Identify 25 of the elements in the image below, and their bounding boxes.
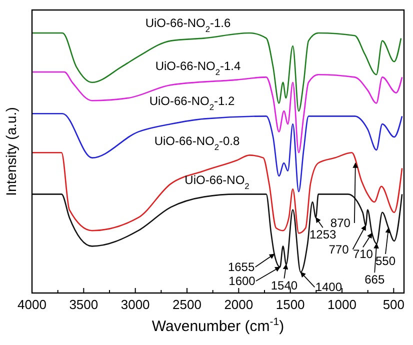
x-tick-label: 1000 (328, 297, 356, 312)
annotation: 550 (375, 254, 396, 268)
x-axis-title: Wavenumber (cm$^{-1}$) (152, 316, 284, 335)
x-tick-label: 3000 (120, 297, 150, 312)
annotation: 770 (328, 242, 350, 256)
annotation: 870 (330, 216, 351, 230)
series-label: UiO-66-NO$_{2}$-1.2 (149, 94, 236, 112)
annotation: 1600 (228, 274, 256, 288)
series-label: UiO-66-NO$_{2}$-1.4 (155, 59, 242, 77)
annotation: 665 (364, 272, 385, 287)
x-tick-label: 2500 (172, 297, 202, 312)
annotation: 1655 (228, 260, 255, 274)
x-tick-label: 500 (382, 297, 405, 312)
series-label: UiO-66-NO$_{2}$-0.8 (154, 134, 240, 152)
annotation: 1540 (270, 278, 298, 292)
series-label: UiO-66-NO$_{2}$-1.6 (145, 16, 232, 34)
annotation: 1253 (310, 228, 337, 242)
y-axis-title: Intensity (a.u.) (3, 107, 19, 196)
x-tick-label: 2000 (224, 297, 254, 312)
x-tick-label: 1500 (276, 297, 305, 312)
x-tick-label: 4000 (18, 297, 46, 312)
series-label: UiO-66-NO$_{2}$ (184, 173, 250, 191)
annotation: 710 (352, 247, 374, 262)
x-tick-label: 3500 (69, 297, 98, 312)
annotation: 1400 (315, 280, 342, 294)
